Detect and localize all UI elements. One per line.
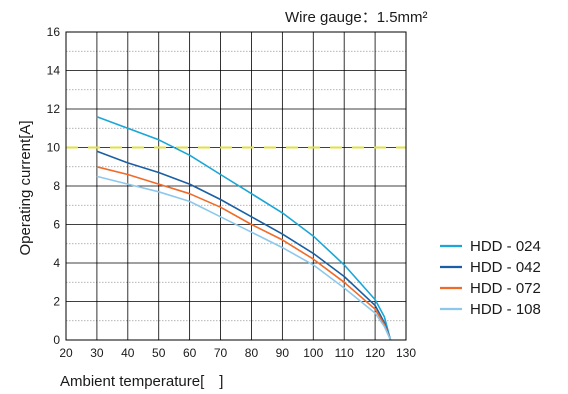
legend: HDD - 024 HDD - 042 HDD - 072 HDD - 108	[440, 238, 541, 318]
x-tick-label: 80	[245, 346, 259, 360]
x-tick-label: 110	[335, 346, 354, 360]
x-tick-label: 30	[90, 346, 104, 360]
x-tick-label: 70	[214, 346, 228, 360]
x-tick-label: 100	[303, 346, 323, 360]
legend-label: HDD - 108	[470, 301, 541, 318]
y-tick-label: 14	[47, 64, 61, 78]
x-axis-label: Ambient temperature[ ]	[60, 373, 223, 390]
x-tick-labels: 20 30 40 50 60 70 80 90 100 110 120 130	[59, 346, 416, 360]
y-tick-label: 8	[53, 179, 60, 193]
y-tick-label: 0	[53, 333, 60, 347]
grid	[66, 32, 406, 340]
y-tick-label: 10	[47, 141, 61, 155]
legend-label: HDD - 072	[470, 280, 541, 297]
legend-label: HDD - 024	[470, 238, 541, 255]
y-tick-label: 6	[53, 218, 60, 232]
series-line	[96, 175, 392, 341]
y-axis-label: Operating current[A]	[17, 120, 34, 255]
x-tick-label: 60	[183, 346, 197, 360]
legend-label: HDD - 042	[470, 259, 541, 276]
series-line	[96, 115, 392, 341]
y-tick-label: 16	[47, 25, 61, 39]
x-tick-label: 50	[152, 346, 166, 360]
y-tick-label: 12	[47, 102, 61, 116]
x-tick-label: 130	[396, 346, 416, 360]
chart-title: Wire gauge：1.5mm²	[285, 9, 428, 26]
plot-frame	[65, 31, 407, 341]
x-tick-label: 120	[365, 346, 385, 360]
series-group	[96, 115, 392, 341]
series-line	[96, 150, 392, 341]
x-tick-label: 90	[276, 346, 290, 360]
x-tick-label: 20	[59, 346, 73, 360]
y-tick-label: 2	[53, 295, 60, 309]
series-line	[96, 166, 392, 341]
y-tick-label: 4	[53, 256, 60, 270]
y-tick-labels: 0 2 4 6 8 10 12 14 16	[47, 25, 61, 347]
x-tick-label: 40	[121, 346, 135, 360]
